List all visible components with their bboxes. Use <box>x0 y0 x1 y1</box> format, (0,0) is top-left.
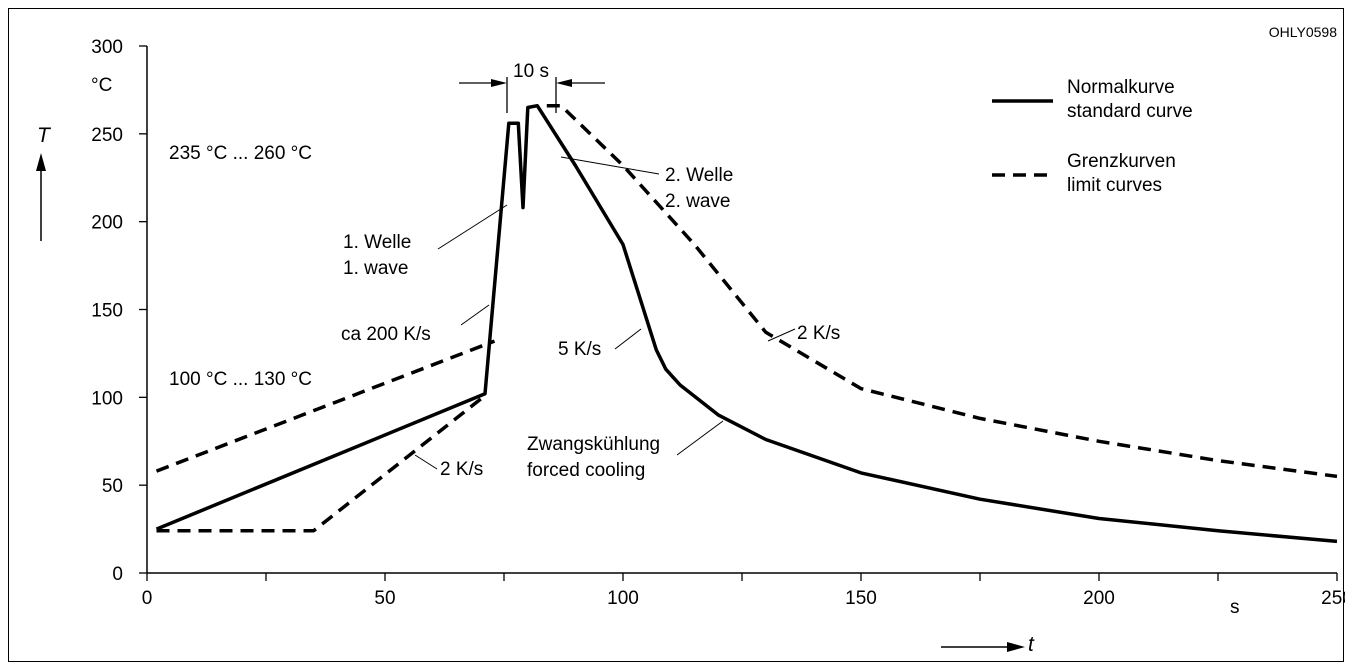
cooling-rate-limit-annotation: 2 K/s <box>767 323 840 344</box>
forced-cooling-annotation: Zwangskühlung forced cooling <box>527 420 724 481</box>
y-tick-label: 150 <box>91 301 123 322</box>
x-tick-label: 150 <box>845 588 877 609</box>
tick-labels: 0 50 100 150 200 250 300 0 50 100 150 200 250 <box>91 37 1345 609</box>
limit-curve-2 <box>156 394 487 533</box>
y-axis-unit: °C <box>91 75 112 96</box>
first-wave-annotation: 1. Welle 1. wave <box>343 204 508 279</box>
tick-marks <box>139 45 1338 581</box>
second-wave-de: 2. Welle <box>665 165 733 186</box>
preheat-rate-limit-label: 2 K/s <box>440 459 483 480</box>
wave-soldering-chart: OHLY0598 0 50 100 150 200 250 300 0 50 100 150 200 2… <box>36 24 1345 656</box>
limit-curve-3 <box>546 103 1338 479</box>
legend-item-standard: Normalkurve standard curve <box>992 77 1193 122</box>
series-group <box>155 103 1338 544</box>
x-tick-label: 50 <box>374 588 395 609</box>
second-wave-annotation: 2. Welle 2. wave <box>560 156 733 212</box>
legend-item-limit: Grenzkurven limit curves <box>992 151 1176 196</box>
heating-rate-label: ca 200 K/s <box>341 324 431 345</box>
first-wave-en: 1. wave <box>343 258 408 279</box>
legend-label-en: limit curves <box>1067 175 1162 196</box>
x-tick-label: 200 <box>1083 588 1115 609</box>
forced-cooling-en: forced cooling <box>527 460 645 481</box>
legend-label-de: Grenzkurven <box>1067 151 1176 172</box>
heating-rate-annotation: ca 200 K/s <box>341 304 490 345</box>
y-tick-label: 50 <box>102 476 123 497</box>
chart-frame: OHLY0598 0 50 100 150 200 250 300 0 50 100 150 200 2… <box>8 8 1345 662</box>
first-wave-de: 1. Welle <box>343 232 411 253</box>
x-axis-arrow <box>941 642 1025 652</box>
preheat-rate-limit-annotation: 2 K/s <box>414 454 483 480</box>
legend-label-en: standard curve <box>1067 101 1193 122</box>
x-tick-label: 100 <box>607 588 639 609</box>
figure-code: OHLY0598 <box>1269 24 1337 40</box>
dwell-time-label: 10 s <box>513 61 549 82</box>
axes <box>146 46 1337 574</box>
y-tick-label: 300 <box>91 37 123 58</box>
dwell-time-dimension: 10 s <box>459 61 605 113</box>
y-tick-label: 250 <box>91 125 123 146</box>
x-tick-label: 0 <box>142 588 153 609</box>
cooling-rate-standard-label: 5 K/s <box>558 339 601 360</box>
cooling-rate-limit-label: 2 K/s <box>797 323 840 344</box>
y-axis-arrow <box>36 153 46 241</box>
y-tick-label: 0 <box>112 564 123 585</box>
standard-curve <box>155 103 1338 544</box>
peak-range-label: 235 °C ... 260 °C <box>169 143 312 164</box>
y-tick-label: 100 <box>91 388 123 409</box>
legend-label-de: Normalkurve <box>1067 77 1175 98</box>
x-axis-unit: s <box>1230 597 1240 618</box>
x-tick-label: 250 <box>1321 588 1345 609</box>
second-wave-en: 2. wave <box>665 191 730 212</box>
limit-curve-1 <box>155 339 496 473</box>
forced-cooling-de: Zwangskühlung <box>527 434 660 455</box>
legend: Normalkurve standard curve Grenzkurven l… <box>992 77 1193 196</box>
y-axis-symbol: T <box>37 124 52 147</box>
x-axis-symbol: t <box>1028 633 1035 656</box>
cooling-rate-standard-annotation: 5 K/s <box>558 328 642 360</box>
preheat-range-label: 100 °C ... 130 °C <box>169 369 312 390</box>
y-tick-label: 200 <box>91 213 123 234</box>
